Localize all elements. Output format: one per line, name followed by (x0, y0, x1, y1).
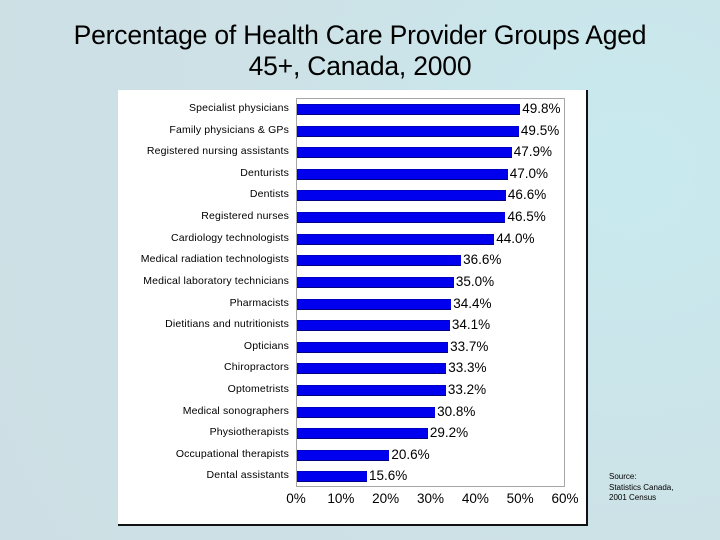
category-label: Specialist physicians (188, 102, 289, 114)
title-line-2: 45+, Canada, 2000 (248, 51, 472, 81)
bar-value-label: 34.1% (451, 317, 491, 333)
bar-row (297, 337, 564, 359)
plot-area (296, 98, 565, 487)
bar-value-label: 49.5% (520, 122, 560, 138)
category-label: Dentists (249, 188, 289, 201)
bar-value-label: 20.6% (391, 446, 430, 462)
bar-value-label: 29.2% (429, 425, 469, 441)
bar-row (297, 99, 564, 121)
bar-row (297, 380, 564, 402)
bar (297, 471, 367, 483)
category-label: Registered nurses (201, 210, 289, 223)
category-label: Optometrists (227, 382, 289, 395)
category-label: Medical laboratory technicians (143, 274, 289, 287)
bar-value-label: 15.6% (368, 468, 408, 484)
bar (297, 255, 462, 267)
bar-row (297, 207, 564, 229)
chart-panel: 0% 10% 20% 30% 40% 50% 60% Specialist physicia… (118, 90, 588, 526)
bar-value-label: 44.0% (496, 230, 535, 246)
bar-row (297, 358, 564, 380)
bar-value-label: 47.0% (509, 165, 548, 181)
x-tick-label: 50% (506, 491, 534, 506)
bar-row (297, 294, 564, 316)
category-label: Cardiology technologists (171, 231, 289, 244)
bar-row (297, 402, 564, 424)
x-tick-label: 10% (327, 491, 355, 506)
bar (297, 406, 436, 418)
category-label: Chiropractors (224, 361, 289, 374)
bar (297, 298, 452, 310)
x-tick-label: 40% (461, 491, 489, 506)
bar (297, 147, 512, 159)
bar-row (297, 142, 564, 164)
x-tick-label: 30% (416, 491, 445, 506)
bar-value-label: 30.8% (437, 403, 476, 419)
x-tick-label: 0% (286, 491, 306, 506)
bar (297, 104, 521, 115)
bar-row (297, 423, 564, 445)
category-label: Opticians (243, 339, 289, 352)
source-line-2: Statistics Canada, (609, 482, 674, 492)
bar-value-label: 33.3% (448, 360, 487, 376)
bar-row (297, 466, 564, 488)
category-label: Medical radiation technologists (140, 253, 289, 266)
category-label: Physiotherapists (209, 426, 289, 439)
bar-value-label: 34.4% (453, 295, 492, 311)
bar-row (297, 315, 564, 337)
bar-value-label: 35.0% (455, 273, 495, 289)
category-label: Medical sonographers (182, 404, 289, 417)
bar (297, 384, 446, 396)
category-label: Occupational therapists (175, 447, 289, 460)
bar (297, 341, 449, 353)
bar (297, 449, 390, 461)
source-line-3: 2001 Census (609, 493, 657, 502)
bar (297, 233, 495, 245)
category-label: Denturists (240, 166, 289, 179)
bar-value-label: 33.7% (450, 338, 489, 354)
bar (297, 168, 508, 180)
bar (297, 276, 454, 288)
bar-value-label: 46.6% (507, 187, 547, 203)
bar (297, 190, 506, 202)
category-label: Dental assistants (206, 469, 289, 482)
bar-row (297, 229, 564, 251)
bar-value-label: 47.9% (513, 144, 553, 160)
bar-row (297, 250, 564, 272)
bar-row (297, 185, 564, 207)
bar-row (297, 164, 564, 186)
source-line-1: Source: (609, 472, 637, 481)
title-line-1: Percentage of Health Care Provider Group… (73, 20, 647, 50)
bar (297, 212, 506, 224)
bar (297, 125, 519, 137)
bar-value-label: 46.5% (507, 209, 546, 225)
x-tick-label: 60% (551, 491, 579, 506)
category-label: Dietitians and nutritionists (165, 318, 289, 331)
bar (297, 428, 428, 440)
bar (297, 363, 447, 375)
bar-value-label: 36.6% (463, 252, 502, 268)
category-label: Pharmacists (229, 296, 289, 309)
x-axis-tick-labels: 0% 10% 20% 30% 40% 50% 60% (286, 491, 578, 513)
source-note: Source: Statistics Canada, 2001 Census (609, 472, 713, 504)
bar-row (297, 445, 564, 467)
bar-row (297, 272, 564, 294)
category-label: Family physicians & GPs (169, 123, 289, 136)
bar-value-label: 33.2% (447, 381, 487, 397)
bar (297, 320, 450, 332)
category-label: Registered nursing assistants (146, 145, 289, 158)
bar-value-label: 49.8% (522, 101, 561, 116)
bar-row (297, 121, 564, 143)
x-tick-label: 20% (372, 491, 400, 506)
page-title: Percentage of Health Care Provider Group… (24, 20, 696, 82)
